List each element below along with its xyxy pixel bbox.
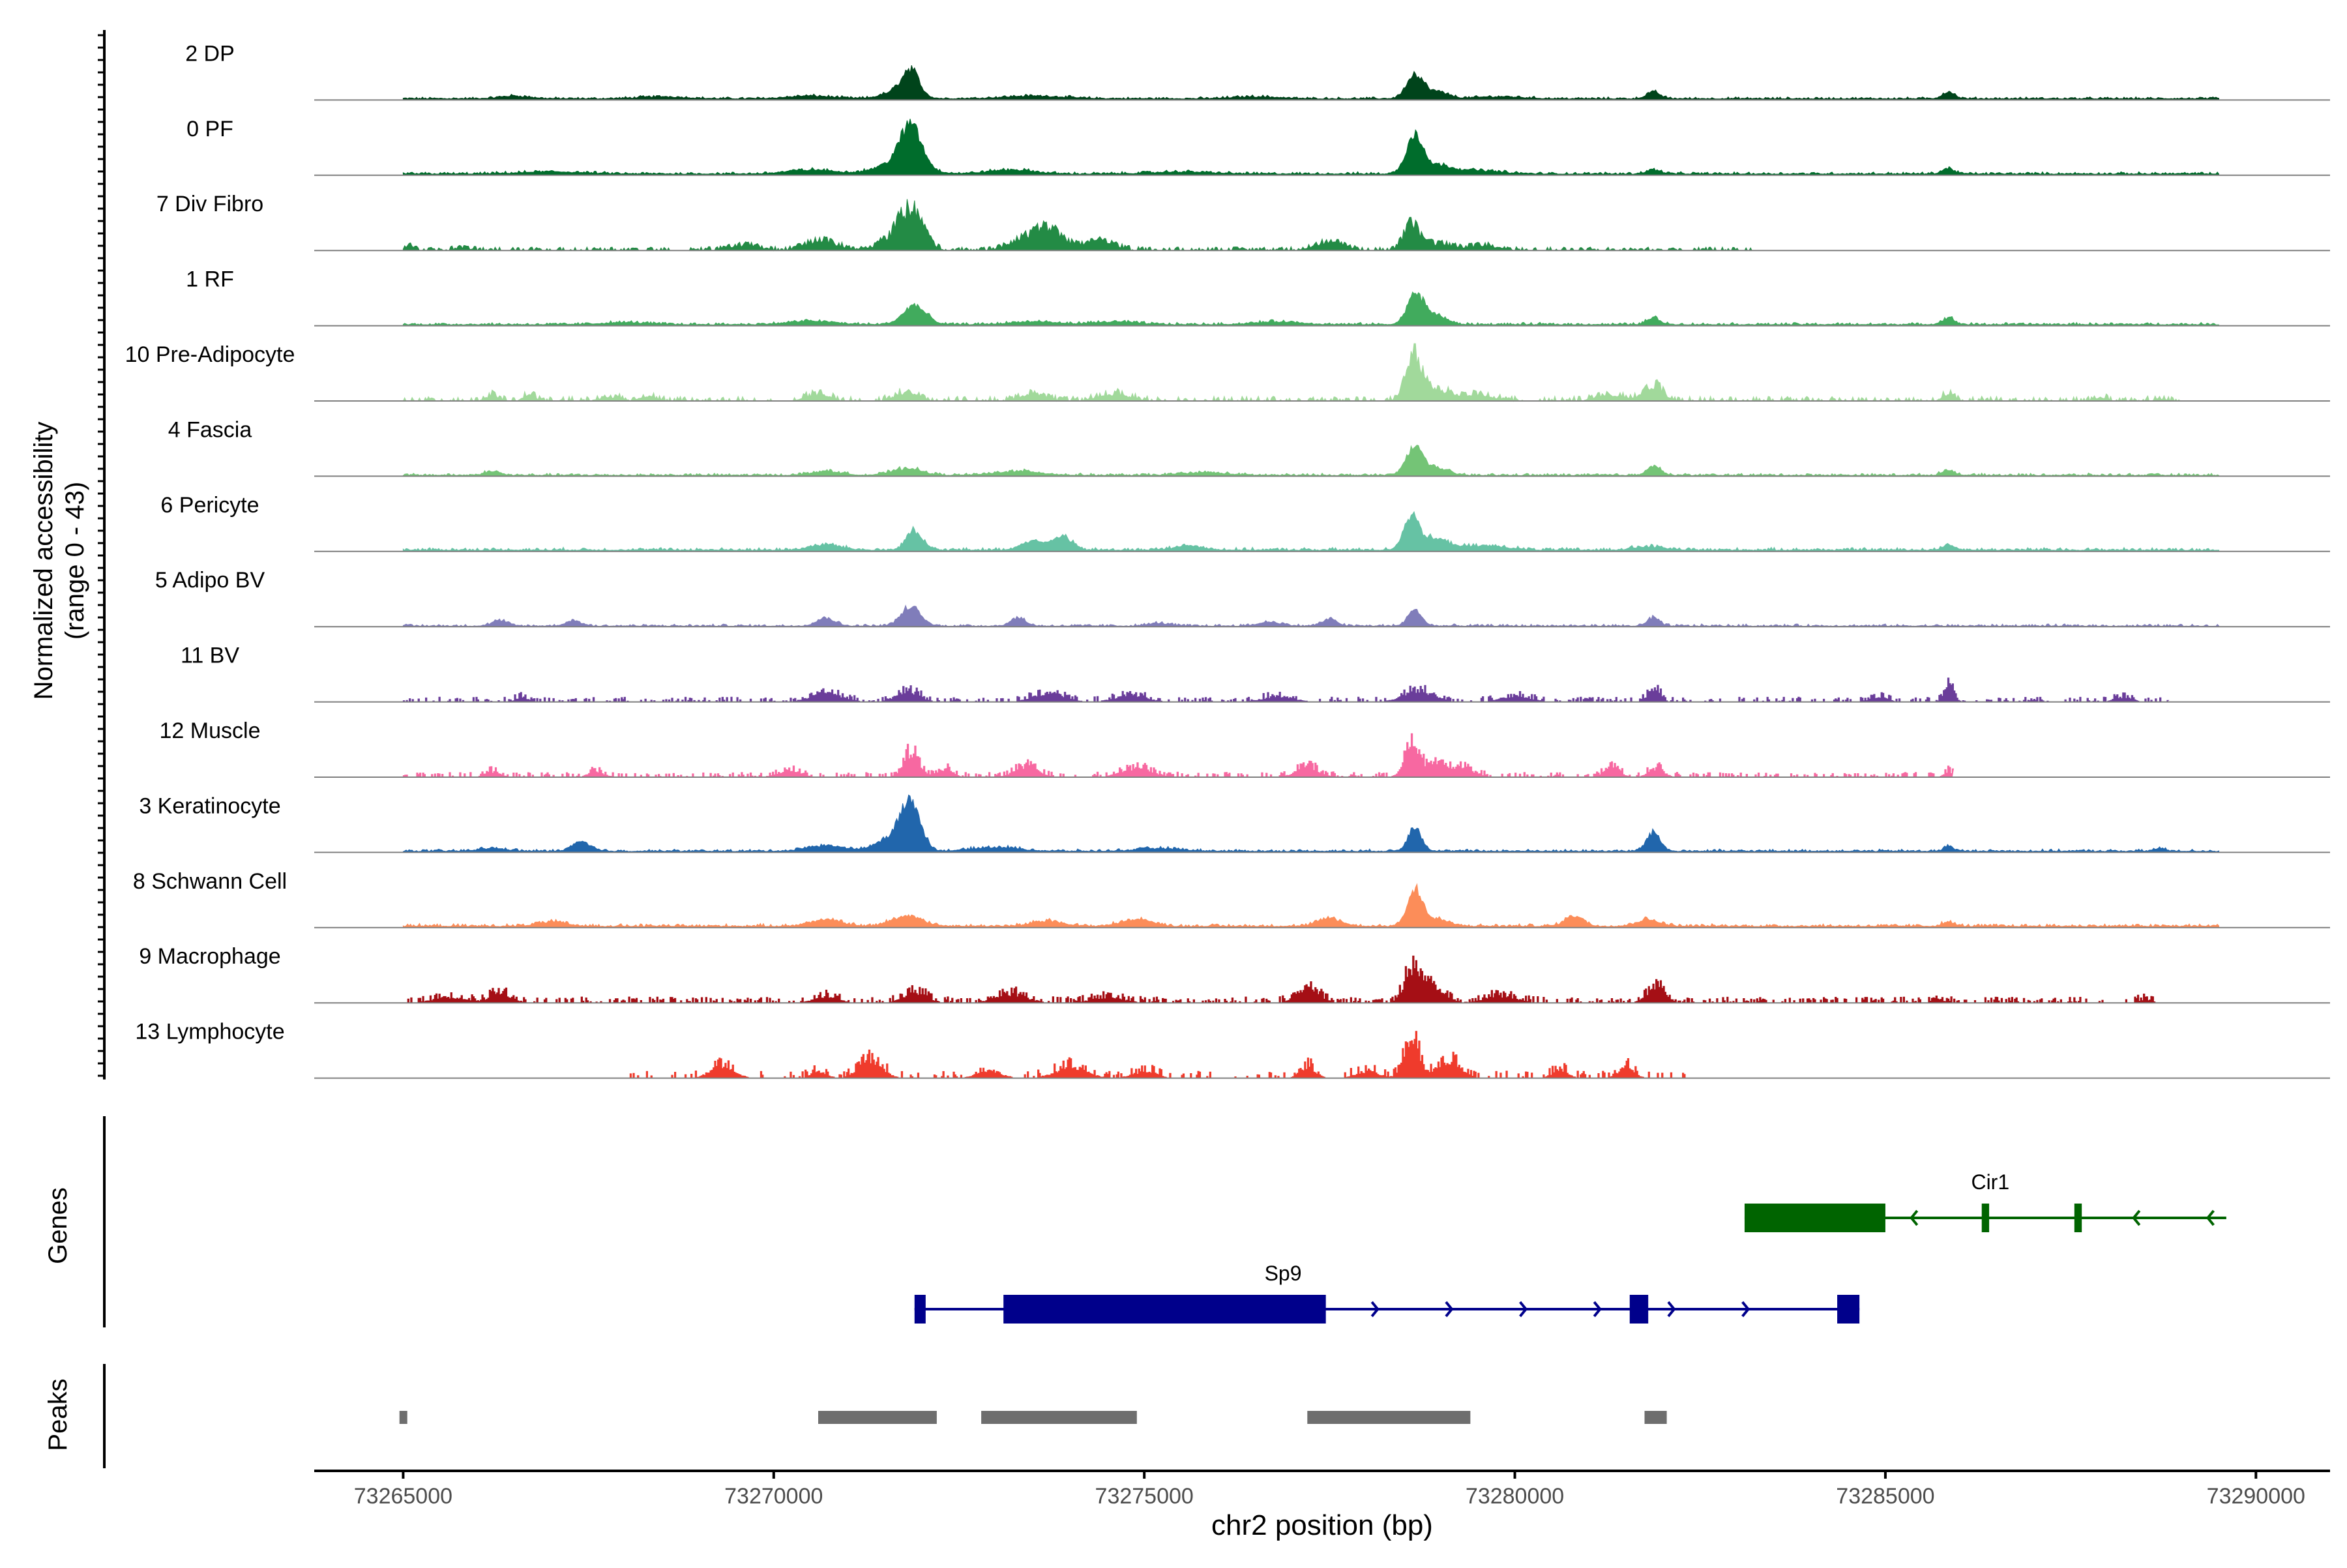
peak-region xyxy=(818,1411,937,1424)
coverage-area xyxy=(402,733,1955,778)
track-7-div-fibro: 7 Div Fibro xyxy=(156,192,2330,252)
track-9-macrophage: 9 Macrophage xyxy=(139,944,2330,1004)
strand-arrow xyxy=(2206,1209,2215,1226)
peaks-axis-label: Peaks xyxy=(44,1378,72,1451)
gene-annotation-panel: Cir1 Sp9 xyxy=(914,1170,2226,1324)
coverage-area xyxy=(625,1031,1687,1079)
y-axes xyxy=(98,30,106,1468)
y-axis-label: Normalized accessibility xyxy=(29,422,58,700)
coverage-area xyxy=(402,119,2219,176)
gene-sp9: Sp9 xyxy=(914,1262,1860,1324)
strand-arrow xyxy=(1667,1301,1676,1318)
x-axis-title: chr2 position (bp) xyxy=(1211,1509,1433,1541)
x-tick-label: 73290000 xyxy=(2207,1484,2305,1509)
track-11-bv: 11 BV xyxy=(181,643,2330,703)
track-6-pericyte: 6 Pericyte xyxy=(160,493,2330,552)
coverage-area xyxy=(402,199,1753,252)
strand-arrow xyxy=(1519,1301,1528,1318)
gene-exon xyxy=(1981,1204,1990,1232)
peak-region xyxy=(1307,1411,1471,1424)
strand-arrow xyxy=(1741,1301,1750,1318)
coverage-area xyxy=(402,794,2219,853)
track-label: 3 Keratinocyte xyxy=(139,793,280,818)
coverage-area xyxy=(402,445,2219,477)
x-axis: 73265000 73270000 73275000 73280000 73285000… xyxy=(314,1470,2330,1509)
peak-region xyxy=(399,1411,407,1424)
coverage-area xyxy=(402,883,2219,928)
gene-exon xyxy=(1837,1295,1860,1324)
track-label: 12 Muscle xyxy=(160,718,261,743)
gene-exon xyxy=(1629,1295,1649,1324)
coverage-area xyxy=(402,510,2219,552)
track-label: 1 RF xyxy=(186,267,234,292)
track-13-lymphocyte: 13 Lymphocyte xyxy=(135,1020,2330,1079)
track-5-adipo-bv: 5 Adipo BV xyxy=(155,568,2330,628)
track-label: 8 Schwann Cell xyxy=(133,869,287,894)
x-tick-label: 73280000 xyxy=(1466,1484,1564,1509)
coverage-area xyxy=(402,677,2170,703)
genes-axis-label: Genes xyxy=(44,1187,72,1264)
track-1-rf: 1 RF xyxy=(186,267,2330,327)
strand-arrow xyxy=(2132,1209,2141,1226)
track-4-fascia: 4 Fascia xyxy=(168,417,2330,477)
track-8-schwann-cell: 8 Schwann Cell xyxy=(133,869,2330,928)
strand-arrow xyxy=(1370,1301,1380,1318)
gene-exon xyxy=(914,1295,926,1324)
coverage-area xyxy=(403,955,2161,1003)
gene-cir1: Cir1 xyxy=(1744,1170,2226,1232)
track-12-muscle: 12 Muscle xyxy=(160,718,2330,778)
peaks-panel xyxy=(399,1411,1667,1424)
track-label: 5 Adipo BV xyxy=(155,568,265,593)
gene-name-label: Sp9 xyxy=(1265,1262,1302,1285)
gene-name-label: Cir1 xyxy=(1971,1170,2009,1194)
gene-exon xyxy=(1744,1204,1885,1232)
track-label: 0 PF xyxy=(186,117,233,141)
coverage-tracks: 2 DP 0 PF 7 Div Fibro 1 RF 10 Pre-Adipocyte 4… xyxy=(125,41,2330,1079)
coverage-area xyxy=(402,343,2182,402)
track-label: 2 DP xyxy=(185,41,235,66)
track-3-keratinocyte: 3 Keratinocyte xyxy=(139,793,2330,853)
y-axis-label-range: (range 0 - 43) xyxy=(61,482,89,640)
gene-exon xyxy=(2074,1204,2082,1232)
peak-region xyxy=(1644,1411,1667,1424)
track-label: 7 Div Fibro xyxy=(156,192,263,216)
track-0-pf: 0 PF xyxy=(186,117,2330,176)
strand-arrow xyxy=(1593,1301,1602,1318)
peak-region xyxy=(981,1411,1137,1424)
x-tick-label: 73275000 xyxy=(1095,1484,1194,1509)
track-label: 6 Pericyte xyxy=(160,493,259,518)
track-label: 10 Pre-Adipocyte xyxy=(125,342,295,367)
x-tick-label: 73265000 xyxy=(354,1484,452,1509)
track-label: 13 Lymphocyte xyxy=(135,1020,284,1044)
track-label: 9 Macrophage xyxy=(139,944,280,969)
coverage-area xyxy=(402,604,2219,627)
x-tick-label: 73270000 xyxy=(724,1484,823,1509)
coverage-area xyxy=(402,65,2219,100)
track-label: 4 Fascia xyxy=(168,417,252,442)
track-2-dp: 2 DP xyxy=(185,41,2330,101)
coverage-area xyxy=(402,291,2219,327)
x-tick-label: 73285000 xyxy=(1836,1484,1934,1509)
strand-arrow xyxy=(1910,1209,1919,1226)
gene-exon xyxy=(1003,1295,1326,1324)
track-label: 11 BV xyxy=(181,643,239,668)
strand-arrow xyxy=(1445,1301,1454,1318)
track-10-pre-adipocyte: 10 Pre-Adipocyte xyxy=(125,342,2330,402)
